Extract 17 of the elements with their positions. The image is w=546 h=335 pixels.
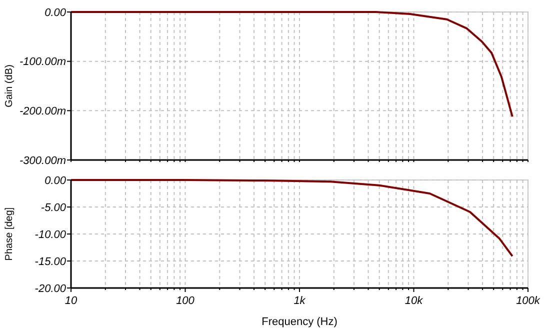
x-tick-label: 10 [64,295,78,307]
x-axis-title: Frequency (Hz) [262,316,338,328]
y-axis-title: Phase [deg] [4,207,15,261]
x-tick-label: 10k [404,295,424,307]
y-tick-label: -20.00 [34,282,67,295]
x-tick-label: 100k [516,295,540,307]
y-axis-title: Gain (dB) [4,64,15,108]
y-tick-label: -5.00 [40,202,67,214]
y-tick-label: -200.00m [20,106,66,118]
y-tick-label: -100.00m [20,56,66,68]
y-tick-label: 0.00 [44,174,67,187]
y-tick-label: 0.00 [44,6,67,19]
x-tick-label: 1k [294,295,306,307]
y-tick-label: -15.00 [34,256,67,268]
y-tick-label: -10.00 [34,228,67,241]
y-tick-label: -300.00m [20,154,66,167]
x-tick-label: 100 [176,295,196,307]
